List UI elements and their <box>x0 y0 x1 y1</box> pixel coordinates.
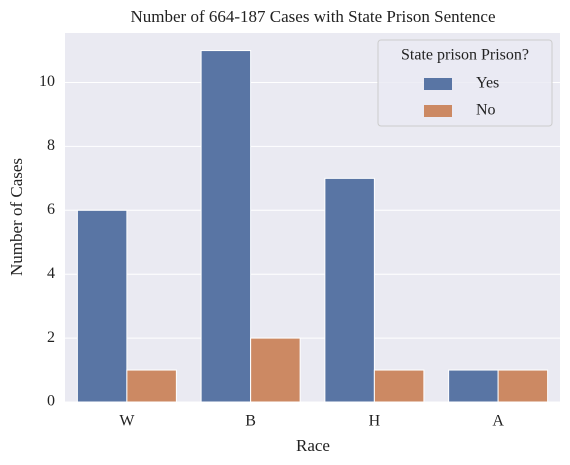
y-tick-label: 8 <box>47 137 55 154</box>
y-tick-label: 2 <box>47 329 55 346</box>
y-tick-label: 10 <box>39 73 55 90</box>
chart-title: Number of 664-187 Cases with State Priso… <box>131 7 496 26</box>
legend-swatch <box>424 78 452 90</box>
bar <box>373 369 425 403</box>
legend-label: Yes <box>476 75 499 92</box>
bar <box>76 209 128 403</box>
legend-box <box>377 39 553 127</box>
y-tick-label: 4 <box>47 265 55 282</box>
bar <box>448 369 499 403</box>
bar <box>497 369 549 403</box>
y-axis-label: Number of Cases <box>7 158 26 276</box>
y-tick-label: 0 <box>47 393 55 410</box>
x-tick-label: H <box>369 413 381 430</box>
x-tick-label: B <box>245 413 256 430</box>
x-axis-label: Race <box>296 436 330 455</box>
legend-label: No <box>476 102 496 119</box>
bar <box>126 369 177 403</box>
legend-swatch <box>424 105 452 117</box>
legend: State prison Prison? Yes No <box>377 39 553 127</box>
bar <box>324 177 375 403</box>
x-tick-label: A <box>492 413 504 430</box>
bar <box>200 50 252 403</box>
y-tick-label: 6 <box>47 201 55 218</box>
x-tick-label: W <box>119 413 135 430</box>
bar <box>250 337 301 403</box>
legend-title: State prison Prison? <box>401 47 529 64</box>
